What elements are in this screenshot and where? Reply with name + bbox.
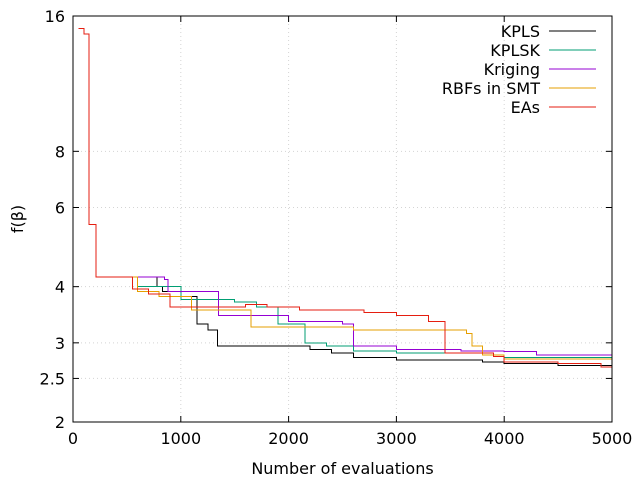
- x-axis-label: Number of evaluations: [251, 459, 433, 478]
- y-tick-label: 4: [55, 278, 65, 297]
- x-tick-label: 0: [68, 429, 78, 448]
- x-tick-label: 5000: [592, 429, 633, 448]
- y-tick-label: 6: [55, 199, 65, 218]
- legend-label-kriging: Kriging: [484, 60, 540, 79]
- legend-label-eas: EAs: [511, 98, 540, 117]
- legend-label-kplsk: KPLSK: [490, 41, 540, 60]
- series-line-eas: [78, 28, 613, 377]
- x-tick-label: 1000: [160, 429, 201, 448]
- plot-frame: [72, 15, 613, 423]
- y-tick-label: 2: [55, 413, 65, 432]
- x-tick-label: 2000: [268, 429, 309, 448]
- x-axis: 0 1000 2000 3000 4000 5000: [68, 16, 632, 448]
- y-tick-label: 2.5: [40, 369, 65, 388]
- y-tick-label: 16: [45, 7, 65, 26]
- x-tick-label: 3000: [376, 429, 417, 448]
- legend-label-kpls: KPLS: [501, 22, 540, 41]
- y-axis: 2 2.5 3 4 6 8 16: [40, 7, 612, 432]
- y-tick-label: 3: [55, 334, 65, 353]
- series-lines: [78, 28, 613, 377]
- y-tick-label: 8: [55, 142, 65, 161]
- x-tick-label: 4000: [484, 429, 525, 448]
- y-axis-label: f(β): [8, 205, 27, 233]
- legend-label-rbfs-in-smt: RBFs in SMT: [442, 79, 540, 98]
